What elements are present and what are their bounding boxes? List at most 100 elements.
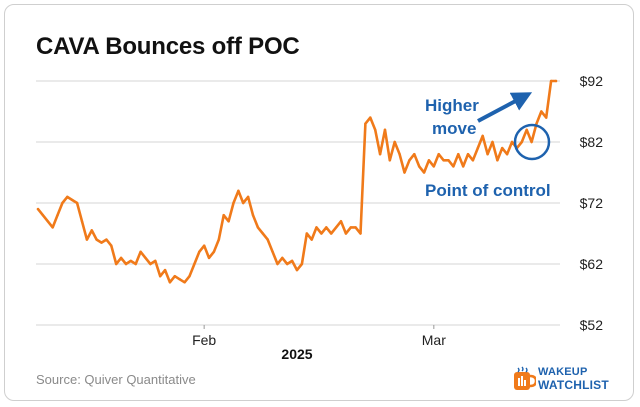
data-point (90, 229, 93, 232)
y-tick-label: $72 (580, 195, 604, 211)
data-point (36, 207, 40, 211)
data-point (364, 122, 367, 125)
data-point (334, 226, 338, 229)
data-point (61, 201, 64, 205)
data-point (300, 262, 304, 266)
y-tick-label: $52 (580, 317, 604, 333)
data-point (496, 159, 499, 162)
data-point (354, 226, 357, 229)
data-point (149, 262, 152, 266)
data-point (417, 165, 421, 168)
data-point (232, 201, 235, 205)
data-point (202, 244, 206, 247)
annotation-higher: Higher (425, 96, 479, 115)
data-point (134, 262, 137, 266)
data-point (481, 134, 484, 138)
data-point (378, 153, 382, 156)
logo-line2: WATCHLIST (538, 378, 609, 392)
data-point (325, 226, 328, 229)
data-point (178, 278, 181, 281)
data-point (422, 171, 426, 174)
data-point (251, 214, 255, 217)
data-point (320, 232, 323, 235)
data-point (75, 201, 79, 205)
data-point (315, 226, 318, 229)
data-point (545, 116, 548, 119)
data-point (188, 275, 191, 278)
data-point (281, 256, 284, 260)
data-point (163, 268, 167, 272)
data-point (227, 220, 230, 223)
data-point (193, 262, 196, 266)
data-point (383, 128, 387, 131)
data-point (56, 214, 59, 217)
data-point (80, 220, 84, 223)
data-point (373, 128, 377, 131)
data-point (359, 232, 362, 235)
data-point (71, 198, 74, 202)
data-point (183, 281, 186, 284)
data-point (471, 159, 475, 162)
data-point (110, 244, 113, 247)
data-point (85, 238, 89, 241)
data-point (510, 140, 514, 144)
data-point (222, 214, 225, 217)
data-point (452, 165, 455, 168)
data-point (437, 153, 440, 156)
data-point (540, 110, 543, 113)
data-point (286, 262, 289, 266)
x-tick-label: Feb (192, 332, 216, 348)
data-point (501, 146, 504, 150)
data-point (261, 232, 264, 235)
data-point (129, 259, 133, 263)
data-point (447, 159, 450, 162)
data-points (36, 79, 558, 284)
data-point (369, 116, 372, 119)
data-point (95, 238, 98, 241)
annotation-point-of-control: Point of control (425, 181, 551, 200)
data-point (51, 226, 54, 229)
data-point (305, 232, 308, 235)
data-point (217, 238, 221, 241)
data-point (330, 232, 333, 235)
data-point (408, 159, 411, 162)
data-point (505, 153, 509, 156)
data-point (242, 201, 245, 205)
data-point (276, 262, 279, 266)
data-point (266, 238, 269, 241)
data-point (158, 275, 162, 278)
data-point (339, 220, 343, 223)
data-point (66, 195, 69, 199)
data-point (413, 153, 416, 156)
y-tick-label: $92 (580, 73, 604, 89)
y-tick-label: $82 (580, 134, 604, 150)
data-point (173, 275, 177, 278)
data-point (119, 256, 123, 260)
data-point (344, 232, 348, 235)
data-point (398, 153, 401, 156)
data-point (476, 146, 480, 150)
data-point (168, 281, 172, 284)
data-point (530, 140, 533, 144)
data-point (290, 259, 294, 263)
data-point (114, 262, 118, 266)
data-point (525, 128, 528, 131)
data-point (198, 250, 201, 253)
point-of-control-circle (513, 123, 551, 161)
data-point (310, 238, 313, 241)
x-axis-ticks: Feb Mar (192, 325, 446, 348)
data-point (388, 159, 392, 162)
data-point (403, 171, 406, 174)
data-point (393, 140, 396, 144)
data-point (105, 238, 108, 241)
data-point (432, 165, 436, 168)
data-point (271, 250, 274, 253)
data-point (461, 165, 465, 168)
data-point (491, 140, 494, 144)
y-axis-ticks: $52 $62 $72 $82 $92 (580, 73, 604, 333)
data-point (139, 250, 142, 253)
data-point (549, 79, 553, 83)
data-point (554, 79, 558, 83)
grid-lines (36, 80, 560, 326)
